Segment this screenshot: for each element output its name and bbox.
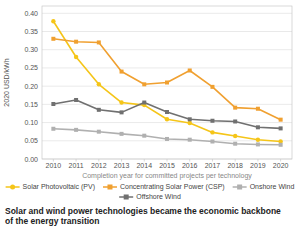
marker [256,137,260,141]
x-tick-label: 2015 [159,162,175,169]
marker [119,100,123,104]
marker [188,68,192,72]
grid-line [42,104,292,105]
marker [188,121,192,125]
y-tick-label: 0.40 [24,10,38,17]
marker [165,117,169,121]
x-tick-label: 2019 [250,162,266,169]
legend-label: Solar Photovoltaic (PV) [23,183,95,191]
x-tick-label: 2011 [69,162,84,169]
series [51,127,282,147]
y-tick-label: 0.20 [24,83,38,90]
marker [210,130,214,134]
marker [74,128,78,132]
marker [74,55,78,59]
legend-marker [124,195,129,200]
marker [165,110,169,114]
grid-line [42,86,292,87]
series [51,37,282,122]
y-tick-label: 0.15 [24,101,38,108]
legend-marker [237,185,242,190]
marker [120,132,124,136]
title: of the energy transition [5,216,99,226]
y-tick-label: 0.30 [24,46,38,53]
y-tick-label: 0.05 [24,137,38,144]
marker [51,102,55,106]
plot-data [51,19,283,147]
marker [120,70,124,74]
line [53,129,280,145]
x-tick-label: 2020 [273,162,289,169]
marker [165,81,169,85]
grid-line [42,49,292,50]
legend: Solar Photovoltaic (PV) Concentrating Sol… [6,183,295,200]
marker [97,40,101,44]
x-tick-label: 2014 [136,162,152,169]
line [53,100,280,128]
y-axis-label: 2020 USD/kWh [3,58,10,106]
marker [97,108,101,112]
y-tick-label: 0.00 [24,156,38,163]
legend-label: Offshore Wind [136,193,181,200]
marker [279,143,283,147]
marker [97,82,101,86]
marker [233,134,237,138]
x-tick-label: 2013 [114,162,130,169]
legend-item: Solar Photovoltaic (PV) [6,183,95,191]
marker [210,140,214,144]
marker [188,138,192,142]
marker [233,142,237,146]
line [53,21,280,141]
marker [142,101,146,105]
marker [142,134,146,138]
grid-line [42,31,292,32]
marker [256,107,260,111]
x-tick-label: 2016 [182,162,198,169]
legend-item: Concentrating Solar Power (CSP) [103,183,225,191]
marker [97,130,101,134]
marker [51,19,55,23]
x-axis-label: Completion year for committed projects p… [82,172,252,180]
marker [279,118,283,122]
x-tick-label: 2010 [46,162,62,169]
marker [233,119,237,123]
legend-item: Onshore Wind [233,183,295,190]
line [53,39,280,120]
chart: Solar and wind power technologies became… [0,0,300,229]
marker [256,142,260,146]
x-tick-label: 2012 [91,162,107,169]
y-tick-label: 0.35 [24,28,38,35]
legend-marker [107,185,112,190]
grid-line [42,13,292,14]
legend-item: Offshore Wind [119,193,181,200]
marker [165,137,169,141]
marker [233,106,237,110]
marker [51,37,55,41]
grid-line [42,122,292,123]
marker [74,40,78,44]
y-tick-label: 0.25 [24,64,38,71]
x-tick-label: 2018 [227,162,243,169]
legend-label: Onshore Wind [250,183,295,190]
marker [74,98,78,102]
marker [279,126,283,130]
marker [210,119,214,123]
marker [188,117,192,121]
marker [256,125,260,129]
title: Solar and wind power technologies became… [5,206,281,216]
plot-frame [42,6,292,159]
marker [142,82,146,86]
legend-marker [10,185,15,190]
y-tick-label: 0.10 [24,119,38,126]
marker [120,110,124,114]
legend-label: Concentrating Solar Power (CSP) [120,183,225,191]
x-tick-label: 2017 [205,162,221,169]
marker [51,127,55,131]
grid-line [42,67,292,68]
series [51,19,283,144]
marker [210,85,214,89]
series [51,98,282,130]
